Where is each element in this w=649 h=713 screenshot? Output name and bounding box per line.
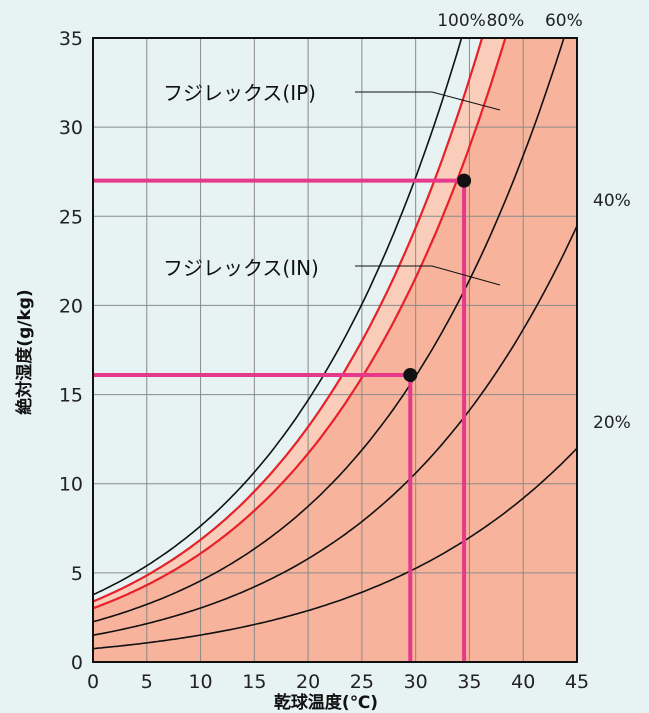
y-tick-label: 25	[59, 206, 83, 228]
rh-label-100: 100%	[437, 11, 486, 31]
annotation-leader-1	[355, 91, 501, 111]
region-fills	[93, 38, 577, 662]
x-tick-label: 10	[188, 671, 212, 693]
y-tick-label: 0	[71, 652, 83, 674]
y-tick-label: 5	[71, 563, 83, 585]
rh-labels: 100% 80% 60% 40% 20%	[437, 11, 631, 433]
annotation-label-2: フジレックス(IN)	[163, 256, 319, 280]
x-tick-label: 15	[242, 671, 266, 693]
plot-border	[92, 37, 578, 663]
rh-label-40: 40%	[593, 191, 631, 211]
rh-label-60: 60%	[545, 11, 583, 31]
y-tick-label: 20	[59, 295, 83, 317]
rh-curve-80	[92, 37, 507, 610]
x-tick-label: 5	[141, 671, 153, 693]
x-tick-label: 20	[296, 671, 320, 693]
y-axis-label: 絶対湿度(g/kg)	[14, 289, 35, 414]
x-tick-label: 45	[565, 671, 589, 693]
x-tick-label: 35	[457, 671, 481, 693]
y-tick-label: 10	[59, 474, 83, 496]
annotation-leader-2	[355, 265, 501, 286]
rh-curve-100	[92, 37, 463, 596]
rh-curve-90	[92, 37, 484, 603]
y-tick-label: 15	[59, 385, 83, 407]
rh-curves	[92, 37, 578, 650]
data-point-1	[457, 173, 472, 188]
x-tick-label: 0	[87, 671, 99, 693]
y-tick-label: 35	[59, 28, 83, 50]
rh-label-20: 20%	[593, 413, 631, 433]
data-point-2	[403, 367, 418, 382]
x-tick-label: 25	[350, 671, 374, 693]
rh-curve-20	[92, 447, 578, 650]
rh-curve-40	[92, 225, 578, 636]
plot-frame	[92, 37, 578, 663]
rh-curve-60	[92, 37, 565, 623]
annotation-label-1: フジレックス(IP)	[163, 81, 316, 105]
marker-lines	[93, 173, 472, 662]
region-fill-2	[93, 38, 577, 662]
y-tick-labels: 0 5 10 15 20 25 30 35	[59, 28, 83, 674]
rh-label-80: 80%	[486, 11, 524, 31]
x-tick-label: 40	[511, 671, 535, 693]
x-tick-labels: 0 5 10 15 20 25 30 35 40 45	[87, 671, 589, 693]
y-tick-label: 30	[59, 117, 83, 139]
x-tick-label: 30	[404, 671, 428, 693]
x-axis-label: 乾球温度(℃)	[274, 692, 378, 713]
annotations: フジレックス(IP) フジレックス(IN)	[163, 81, 501, 286]
